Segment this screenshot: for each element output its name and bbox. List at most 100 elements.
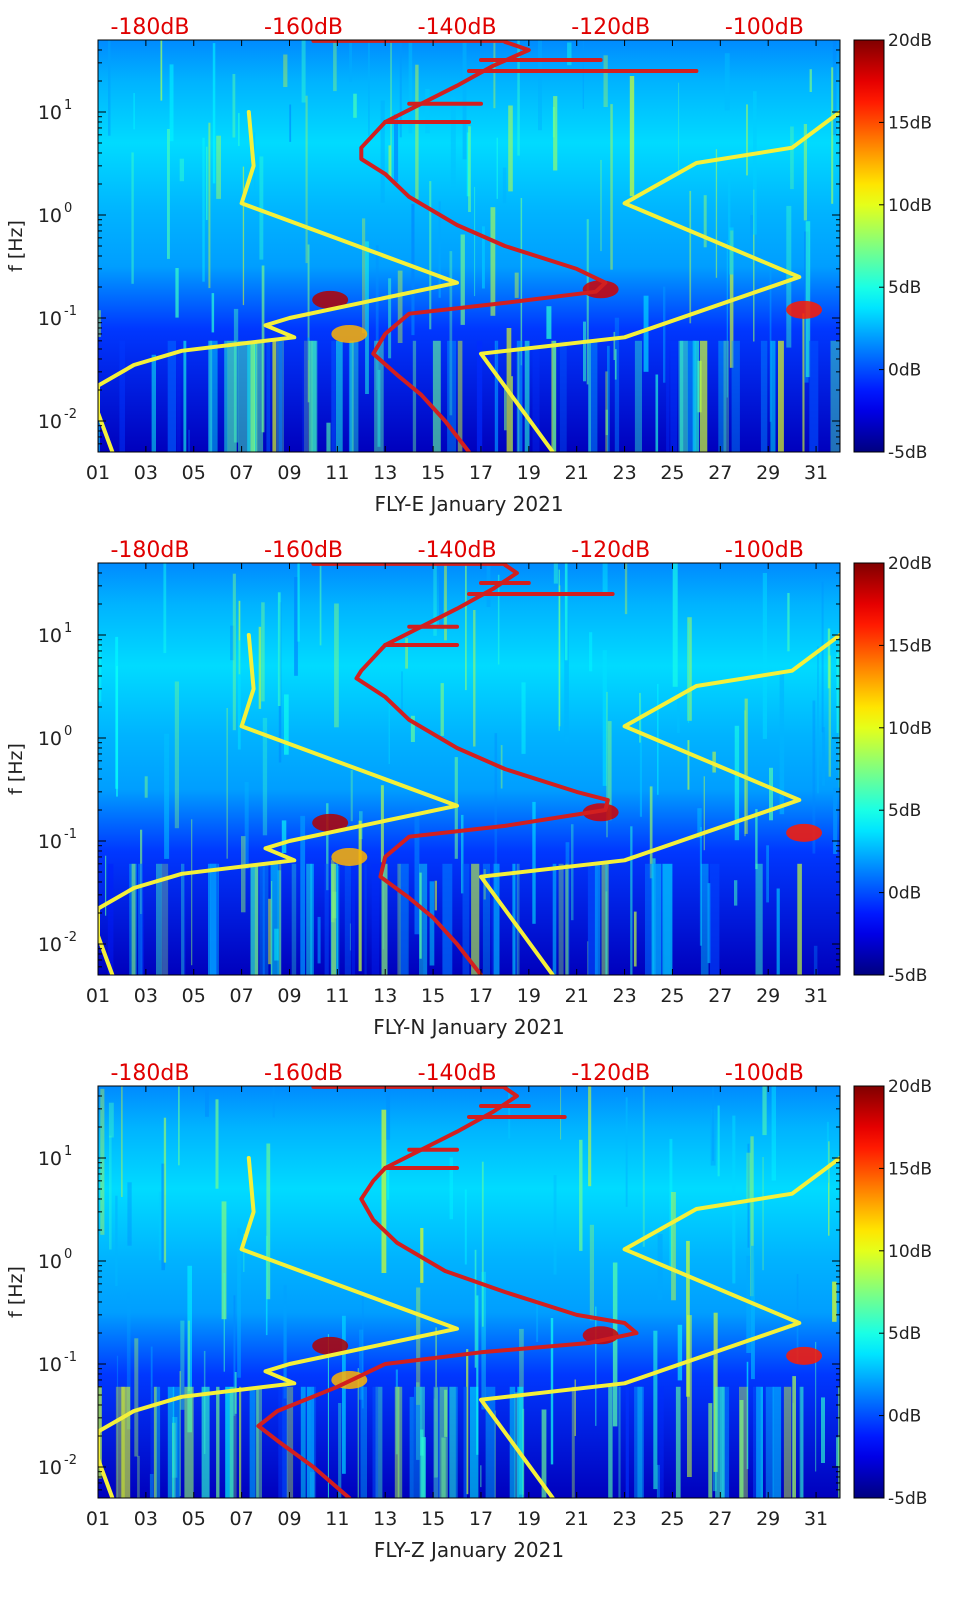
y-tick-label: 10 <box>38 102 62 124</box>
top-db-axis-label: -160dB <box>264 1061 343 1086</box>
x-axis-label: FLY-E January 2021 <box>374 492 563 516</box>
top-db-axis-label: -180dB <box>110 538 189 563</box>
x-tick-label: 07 <box>230 985 254 1007</box>
y-tick-label: 10 <box>38 625 62 647</box>
top-db-axis-label: -120dB <box>571 1061 650 1086</box>
top-db-axis-label: -140dB <box>418 15 497 40</box>
x-tick-label: 23 <box>612 985 636 1007</box>
y-tick-label-exponent: -1 <box>64 304 77 319</box>
y-tick-label-exponent: -1 <box>64 827 77 842</box>
top-db-axis-label: -140dB <box>418 1061 497 1086</box>
colorbar-tick-label: 10dB <box>888 196 932 216</box>
x-tick-label: 27 <box>708 985 732 1007</box>
y-axis-label: f [Hz] <box>5 743 27 795</box>
x-tick-label: 23 <box>612 1508 636 1530</box>
y-tick-label: 10 <box>38 411 62 433</box>
y-tick-label: 10 <box>38 1457 62 1479</box>
x-tick-label: 25 <box>660 985 684 1007</box>
top-db-axis-label: -180dB <box>110 15 189 40</box>
top-db-axis-label: -140dB <box>418 538 497 563</box>
yellow-noise-curve-2 <box>479 1156 840 1498</box>
y-tick-label-exponent: 1 <box>64 98 72 113</box>
x-tick-label: 01 <box>86 1508 110 1530</box>
colorbar-tick-label: 15dB <box>888 636 932 656</box>
y-axis-label: f [Hz] <box>5 1266 27 1318</box>
top-db-axis-label: -160dB <box>264 15 343 40</box>
x-tick-label: 11 <box>325 1508 349 1530</box>
x-tick-label: 09 <box>277 462 301 484</box>
y-tick-label-exponent: -2 <box>64 407 77 422</box>
x-axis-label: FLY-N January 2021 <box>373 1015 564 1039</box>
x-tick-label: 21 <box>565 462 589 484</box>
x-tick-label: 15 <box>421 985 445 1007</box>
x-tick-label: 15 <box>421 462 445 484</box>
x-tick-label: 21 <box>565 1508 589 1530</box>
x-tick-label: 01 <box>86 462 110 484</box>
y-tick-label: 10 <box>38 1251 62 1273</box>
y-tick-label: 10 <box>38 1148 62 1170</box>
colorbar-tick-label: 5dB <box>888 1324 921 1344</box>
colorbar-tick-label: 5dB <box>888 801 921 821</box>
colorbar-tick-label: -5dB <box>888 1489 927 1509</box>
colorbar-tick-label: 15dB <box>888 113 932 133</box>
yellow-noise-curve-1 <box>98 1156 459 1498</box>
x-tick-label: 29 <box>756 1508 780 1530</box>
x-tick-label: 05 <box>182 985 206 1007</box>
x-tick-label: 05 <box>182 1508 206 1530</box>
top-db-axis-label: -160dB <box>264 538 343 563</box>
y-tick-label: 10 <box>38 728 62 750</box>
yellow-noise-curve-1 <box>98 110 459 452</box>
colorbar <box>853 562 885 976</box>
y-tick-label: 10 <box>38 934 62 956</box>
x-tick-label: 07 <box>230 462 254 484</box>
colorbar-tick-label: 5dB <box>888 278 921 298</box>
colorbar-tick-label: -5dB <box>888 443 927 463</box>
x-tick-label: 25 <box>660 1508 684 1530</box>
y-tick-label: 10 <box>38 205 62 227</box>
x-tick-label: 17 <box>469 462 493 484</box>
x-tick-label: 19 <box>517 1508 541 1530</box>
x-tick-label: 19 <box>517 462 541 484</box>
x-tick-label: 09 <box>277 985 301 1007</box>
noise-model-curves <box>98 40 840 452</box>
top-db-axis-label: -100dB <box>725 1061 804 1086</box>
y-axis-label: f [Hz] <box>5 220 27 272</box>
x-tick-label: 27 <box>708 1508 732 1530</box>
top-db-axis-label: -100dB <box>725 538 804 563</box>
x-tick-label: 03 <box>134 985 158 1007</box>
x-tick-label: 11 <box>325 462 349 484</box>
colorbar-tick-label: 15dB <box>888 1159 932 1179</box>
x-tick-label: 13 <box>373 462 397 484</box>
x-tick-label: 07 <box>230 1508 254 1530</box>
noise-model-curves <box>98 563 840 975</box>
x-tick-label: 31 <box>804 1508 828 1530</box>
colorbar-tick-label: 10dB <box>888 719 932 739</box>
x-tick-label: 29 <box>756 462 780 484</box>
yellow-noise-curve-2 <box>479 110 840 452</box>
colorbar-tick-label: 0dB <box>888 361 921 381</box>
colorbar-tick-label: 0dB <box>888 884 921 904</box>
colorbar-tick-label: 20dB <box>888 554 932 574</box>
x-tick-label: 03 <box>134 1508 158 1530</box>
x-tick-label: 21 <box>565 985 589 1007</box>
red-noise-curve-1 <box>359 40 608 452</box>
x-tick-label: 15 <box>421 1508 445 1530</box>
x-tick-label: 29 <box>756 985 780 1007</box>
x-tick-label: 17 <box>469 1508 493 1530</box>
x-tick-label: 19 <box>517 985 541 1007</box>
y-tick-label-exponent: 1 <box>64 1144 72 1159</box>
y-tick-label-exponent: -2 <box>64 930 77 945</box>
colorbar-tick-label: -5dB <box>888 966 927 986</box>
colorbar <box>853 1085 885 1499</box>
x-tick-label: 05 <box>182 462 206 484</box>
colorbar <box>853 39 885 453</box>
x-tick-label: 17 <box>469 985 493 1007</box>
top-db-axis-label: -100dB <box>725 15 804 40</box>
x-tick-label: 27 <box>708 462 732 484</box>
noise-model-curves <box>98 1086 840 1498</box>
colorbar-tick-label: 0dB <box>888 1407 921 1427</box>
y-tick-label: 10 <box>38 308 62 330</box>
y-tick-label-exponent: 0 <box>64 1247 72 1262</box>
